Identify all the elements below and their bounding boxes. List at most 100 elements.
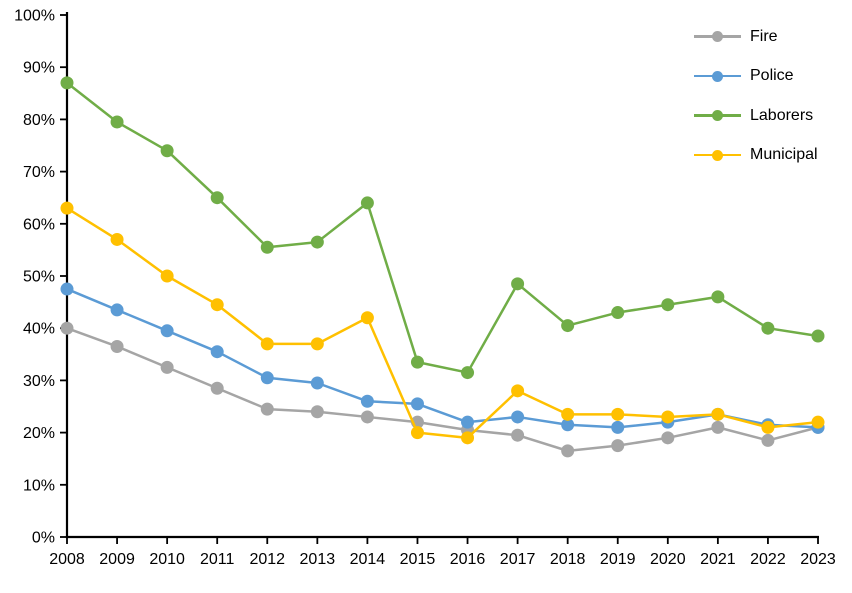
legend: Fire Police Laborers Municipal bbox=[694, 17, 818, 175]
legend-item-police: Police bbox=[694, 57, 818, 97]
series-police-marker bbox=[360, 394, 374, 408]
series-laborers-marker bbox=[461, 366, 475, 380]
y-axis-tick-label: 40% bbox=[23, 321, 55, 338]
series-police-marker bbox=[611, 420, 625, 434]
series-police-marker bbox=[410, 397, 424, 411]
series-municipal-marker bbox=[310, 337, 324, 351]
legend-swatch-fire bbox=[694, 30, 741, 43]
x-axis-tick-label: 2009 bbox=[99, 551, 135, 568]
y-axis-tick-label: 70% bbox=[23, 164, 55, 181]
series-laborers-marker bbox=[711, 290, 725, 304]
series-municipal-marker bbox=[210, 298, 224, 312]
y-axis-tick-label: 60% bbox=[23, 216, 55, 233]
series-municipal-marker bbox=[561, 407, 575, 421]
y-axis-tick-label: 50% bbox=[23, 269, 55, 286]
series-laborers-marker bbox=[511, 277, 525, 291]
legend-swatch-police bbox=[694, 70, 741, 83]
x-axis-tick-label: 2015 bbox=[400, 551, 436, 568]
series-laborers-marker bbox=[360, 196, 374, 210]
series-laborers-line bbox=[66, 81, 819, 374]
series-fire-marker bbox=[661, 431, 675, 445]
series-fire-marker bbox=[761, 433, 775, 447]
legend-label-police: Police bbox=[750, 67, 794, 85]
series-police-marker bbox=[210, 345, 224, 359]
series-police-marker bbox=[310, 376, 324, 390]
x-axis-tick-label: 2010 bbox=[149, 551, 185, 568]
series-police-marker bbox=[260, 371, 274, 385]
legend-item-municipal: Municipal bbox=[694, 136, 818, 176]
x-axis-tick-label: 2020 bbox=[650, 551, 686, 568]
series-municipal-line bbox=[66, 207, 819, 440]
series-police-marker bbox=[461, 415, 475, 429]
series-municipal-marker bbox=[260, 337, 274, 351]
x-axis-tick-label: 2022 bbox=[750, 551, 786, 568]
legend-marker-icon bbox=[712, 149, 723, 161]
series-fire-line bbox=[66, 327, 819, 453]
series-police-marker bbox=[561, 418, 575, 432]
series-municipal-marker bbox=[410, 426, 424, 440]
series-municipal-marker bbox=[60, 201, 74, 215]
legend-item-laborers: Laborers bbox=[694, 96, 818, 136]
x-axis-tick-label: 2014 bbox=[350, 551, 386, 568]
series-police-marker bbox=[160, 324, 174, 338]
series-municipal-marker bbox=[110, 232, 124, 246]
series-laborers-marker bbox=[310, 235, 324, 249]
legend-swatch-laborers bbox=[694, 109, 741, 122]
y-axis-tick-label: 90% bbox=[23, 60, 55, 77]
series-laborers-marker bbox=[260, 240, 274, 254]
series-laborers-marker bbox=[210, 191, 224, 205]
y-axis-tick-label: 10% bbox=[23, 477, 55, 494]
legend-marker-icon bbox=[712, 31, 723, 43]
x-axis-tick-label: 2017 bbox=[500, 551, 536, 568]
series-fire-marker bbox=[260, 402, 274, 416]
y-axis-tick-label: 20% bbox=[23, 425, 55, 442]
series-laborers-marker bbox=[761, 321, 775, 335]
series-municipal-marker bbox=[711, 407, 725, 421]
legend-label-municipal: Municipal bbox=[750, 146, 818, 164]
series-fire-marker bbox=[310, 405, 324, 419]
y-axis-tick-label: 0% bbox=[32, 530, 55, 547]
legend-item-fire: Fire bbox=[694, 17, 818, 57]
series-police-line bbox=[66, 287, 819, 429]
series-police-marker bbox=[60, 282, 74, 296]
legend-label-fire: Fire bbox=[750, 27, 778, 45]
x-axis-tick-label: 2023 bbox=[800, 551, 836, 568]
series-laborers-marker bbox=[661, 298, 675, 312]
series-fire-marker bbox=[60, 321, 74, 335]
y-axis-tick-label: 100% bbox=[14, 8, 55, 25]
series-police-marker bbox=[110, 303, 124, 317]
series-laborers-marker bbox=[110, 115, 124, 129]
y-axis-tick-label: 30% bbox=[23, 373, 55, 390]
legend-marker-icon bbox=[712, 110, 723, 122]
x-axis-tick-label: 2012 bbox=[249, 551, 285, 568]
y-axis-tick-label: 80% bbox=[23, 112, 55, 129]
series-municipal-marker bbox=[661, 410, 675, 424]
series-municipal-marker bbox=[360, 311, 374, 325]
series-fire-marker bbox=[210, 381, 224, 395]
x-axis-tick-label: 2008 bbox=[49, 551, 85, 568]
series-fire-marker bbox=[160, 360, 174, 374]
x-axis-tick-label: 2011 bbox=[200, 551, 235, 568]
series-laborers-marker bbox=[611, 306, 625, 320]
series-municipal-marker bbox=[160, 269, 174, 283]
series-municipal-marker bbox=[761, 420, 775, 434]
series-fire-marker bbox=[711, 420, 725, 434]
x-axis-tick-label: 2016 bbox=[450, 551, 486, 568]
series-municipal-marker bbox=[511, 384, 525, 398]
legend-marker-icon bbox=[712, 70, 723, 82]
series-fire-marker bbox=[611, 439, 625, 453]
series-laborers-marker bbox=[561, 319, 575, 333]
x-axis-tick-label: 2021 bbox=[700, 551, 736, 568]
series-fire-marker bbox=[360, 410, 374, 424]
legend-label-laborers: Laborers bbox=[750, 106, 814, 124]
series-laborers-marker bbox=[60, 76, 74, 90]
legend-swatch-municipal bbox=[694, 149, 741, 162]
series-fire-marker bbox=[561, 444, 575, 458]
series-municipal-marker bbox=[611, 407, 625, 421]
series-municipal-marker bbox=[461, 431, 475, 445]
x-axis-tick-label: 2018 bbox=[550, 551, 586, 568]
series-laborers-marker bbox=[410, 355, 424, 369]
series-laborers-marker bbox=[811, 329, 825, 343]
